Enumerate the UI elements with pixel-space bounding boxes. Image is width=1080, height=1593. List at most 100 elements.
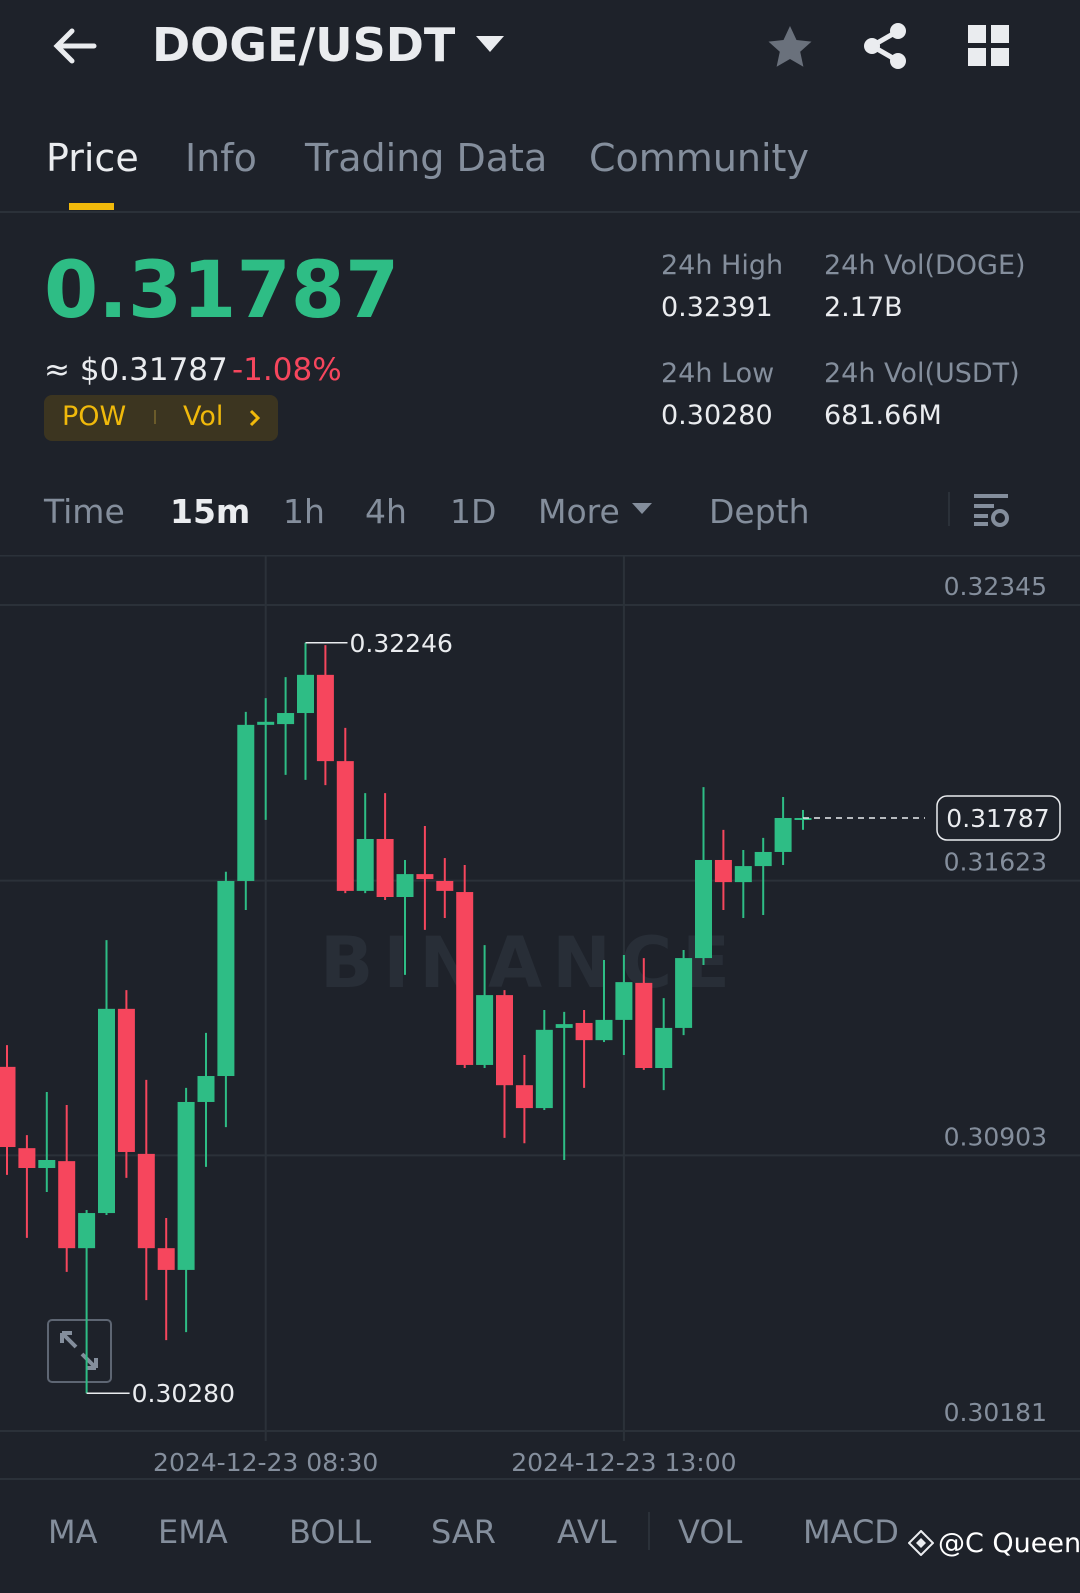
indicator[interactable]: MA (48, 1513, 98, 1551)
tab[interactable]: Trading Data (305, 136, 548, 180)
stat-value: 681.66M (824, 400, 942, 431)
candle-body (535, 1029, 553, 1109)
y-tick-label: 0.32345 (944, 572, 1047, 601)
tag-separator (154, 410, 156, 424)
interval[interactable]: 1D (450, 492, 497, 531)
candle-body (117, 1008, 135, 1152)
expand-button[interactable] (47, 1319, 112, 1383)
usd-price: ≈ $0.31787 (44, 352, 228, 388)
stat-value: 0.32391 (661, 292, 773, 323)
interval[interactable]: More (538, 492, 620, 531)
candle-body (774, 817, 792, 852)
indicator[interactable]: BOLL (289, 1513, 372, 1551)
candle-body (436, 880, 454, 891)
candle-body (416, 874, 434, 880)
candle-body (675, 958, 693, 1028)
indicator[interactable]: EMA (158, 1513, 228, 1551)
candle-body (0, 1066, 16, 1148)
watermark-logo (908, 1530, 934, 1556)
candle-body (356, 838, 374, 891)
candle-body (98, 1008, 115, 1214)
candle-body (58, 1161, 76, 1249)
indicator[interactable]: SAR (431, 1513, 497, 1551)
more-dropdown (632, 503, 652, 514)
candle-body (794, 817, 812, 820)
tab[interactable]: Community (589, 136, 809, 180)
tag[interactable]: POW (62, 401, 127, 432)
pair-dropdown[interactable] (476, 36, 504, 54)
candle-body (257, 721, 275, 725)
tag-arrow (249, 409, 261, 427)
candle-body (714, 859, 732, 883)
tab[interactable]: Price (46, 136, 139, 180)
tag-pill[interactable] (44, 395, 278, 441)
interval[interactable]: 1h (283, 492, 325, 531)
max-annotation: 0.32246 (350, 629, 453, 658)
divider (648, 1512, 650, 1550)
stat-label: 24h Vol(DOGE) (824, 250, 1026, 281)
interval[interactable]: 15m (170, 492, 251, 531)
interval[interactable]: Time (44, 492, 125, 531)
stat-value: 2.17B (824, 292, 903, 323)
y-tick-label: 0.31623 (944, 848, 1047, 877)
y-tick-label: 0.30903 (944, 1122, 1047, 1151)
candle-body (297, 674, 314, 714)
indicator[interactable]: VOL (678, 1513, 743, 1551)
interval[interactable]: Depth (709, 492, 810, 531)
stat-value: 0.30280 (661, 400, 773, 431)
stat-label: 24h High (661, 250, 784, 281)
candle-body (18, 1148, 36, 1169)
candle-body (655, 1027, 673, 1069)
interval[interactable]: 4h (365, 492, 407, 531)
stat-label: 24h Low (661, 358, 775, 389)
grid-menu-icon[interactable] (968, 25, 1010, 67)
candle-body (575, 1022, 593, 1041)
y-tick-label: 0.30181 (944, 1398, 1047, 1427)
candle-body (615, 982, 633, 1020)
divider (948, 492, 950, 526)
last-price: 0.31787 (44, 246, 400, 336)
candle-body (78, 1213, 96, 1249)
candle-body (476, 995, 494, 1065)
candle-body (695, 859, 712, 959)
pair-title[interactable]: DOGE/USDT (152, 18, 456, 72)
min-annotation: 0.30280 (132, 1379, 235, 1408)
price-change: -1.08% (232, 352, 342, 388)
candle-body (177, 1101, 195, 1270)
candle-body (237, 724, 255, 881)
candle-body (754, 851, 772, 867)
x-tick-label: 2024-12-23 13:00 (511, 1448, 736, 1477)
tab-indicator (69, 203, 114, 210)
share-icon[interactable] (862, 22, 908, 70)
candle-body (515, 1085, 533, 1109)
divider (0, 211, 1080, 213)
candle-body (38, 1159, 56, 1169)
x-tick-label: 2024-12-23 08:30 (153, 1448, 378, 1477)
stat-label: 24h Vol(USDT) (824, 358, 1020, 389)
candle-body (456, 892, 474, 1065)
candle-body (595, 1019, 613, 1041)
candle-body (555, 1024, 573, 1028)
candle-body (734, 866, 752, 883)
candle-body (635, 982, 653, 1069)
back-button[interactable] (50, 26, 100, 66)
indicator[interactable]: MACD (803, 1513, 899, 1551)
tag[interactable]: Vol (183, 401, 224, 432)
chart-watermark: BINANCE (320, 922, 740, 1004)
candle-body (316, 674, 334, 762)
candle-body (496, 995, 513, 1086)
candle-body (277, 713, 295, 725)
tab[interactable]: Info (185, 136, 257, 180)
candle-body (396, 874, 414, 898)
indicator[interactable]: AVL (557, 1513, 617, 1551)
favorite-icon[interactable] (766, 24, 814, 70)
candle-body (137, 1153, 155, 1249)
watermark: @C Queen (938, 1528, 1080, 1559)
candle-body (197, 1076, 215, 1102)
last-price-label: 0.31787 (946, 804, 1049, 833)
chart-settings-icon[interactable] (972, 492, 1012, 528)
candle-body (376, 838, 394, 898)
candle-body (157, 1248, 175, 1270)
candle-body (336, 761, 354, 891)
